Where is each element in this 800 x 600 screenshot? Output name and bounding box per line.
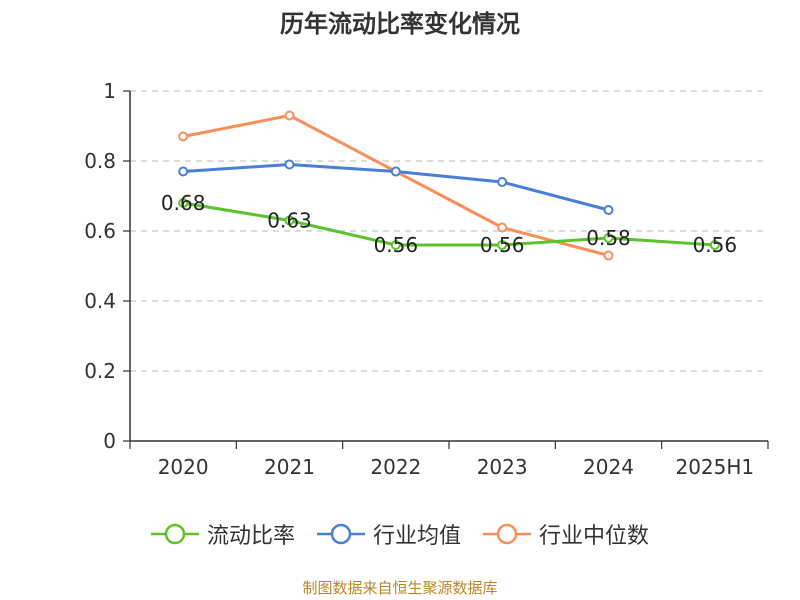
legend-marker-icon: [316, 523, 365, 545]
data-point-1: [603, 205, 614, 215]
series-line-0: [182, 201, 715, 247]
x-tick-label: 2024: [583, 455, 634, 479]
data-label: 0.56: [374, 233, 419, 257]
data-label: 0.58: [586, 226, 631, 250]
legend-item-series-1[interactable]: 行业均值: [316, 518, 461, 550]
y-tick-label: 0.2: [84, 359, 116, 383]
y-tick-label: 0: [103, 429, 116, 453]
legend-marker-icon: [150, 523, 199, 545]
line-chart: 0 0.2 0.4 0.6 0.8 1 2020 2021 2022 2023 2024 2025H1…: [84, 79, 769, 479]
legend-item-series-2[interactable]: 行业中位数: [483, 518, 649, 550]
data-point-0: [603, 233, 614, 243]
data-point-2: [284, 110, 295, 121]
y-tick-label: 0.8: [84, 149, 116, 173]
legend-marker-icon: [483, 523, 531, 545]
x-tick-label: 2020: [158, 455, 209, 479]
x-tick-label: 2025H1: [675, 455, 754, 479]
legend-item-series-0[interactable]: 流动比率: [150, 518, 295, 550]
x-tick-label: 2023: [477, 455, 528, 479]
data-point-0: [284, 215, 295, 226]
chart-title: 历年流动比率变化情况: [280, 10, 520, 38]
y-tick-label: 1: [103, 79, 116, 103]
legend: 流动比率 行业均值 行业中位数: [0, 518, 800, 550]
data-point-1: [178, 166, 189, 177]
data-point-2: [178, 131, 189, 142]
legend-label: 行业均值: [372, 524, 461, 549]
data-point-1: [390, 166, 401, 177]
data-point-2: [603, 250, 614, 261]
legend-label: 流动比率: [206, 524, 295, 549]
data-point-0: [390, 240, 401, 250]
x-tick-label: 2021: [264, 455, 315, 479]
source-note: 制图数据来自恒生聚源数据库: [302, 579, 498, 597]
data-label: 0.56: [480, 233, 525, 257]
data-point-2: [497, 222, 508, 233]
data-point-0: [709, 240, 720, 250]
data-point-1: [284, 159, 295, 170]
data-label: 0.63: [267, 209, 312, 233]
data-label: 0.68: [161, 191, 206, 215]
legend-label: 行业中位数: [539, 524, 650, 549]
data-point-0: [178, 198, 189, 208]
data-label: 0.56: [693, 233, 738, 257]
data-point-1: [497, 177, 508, 187]
y-tick-label: 0.6: [84, 219, 116, 243]
data-point-0: [497, 240, 508, 250]
x-tick-label: 2022: [370, 455, 421, 479]
y-tick-label: 0.4: [84, 289, 116, 313]
